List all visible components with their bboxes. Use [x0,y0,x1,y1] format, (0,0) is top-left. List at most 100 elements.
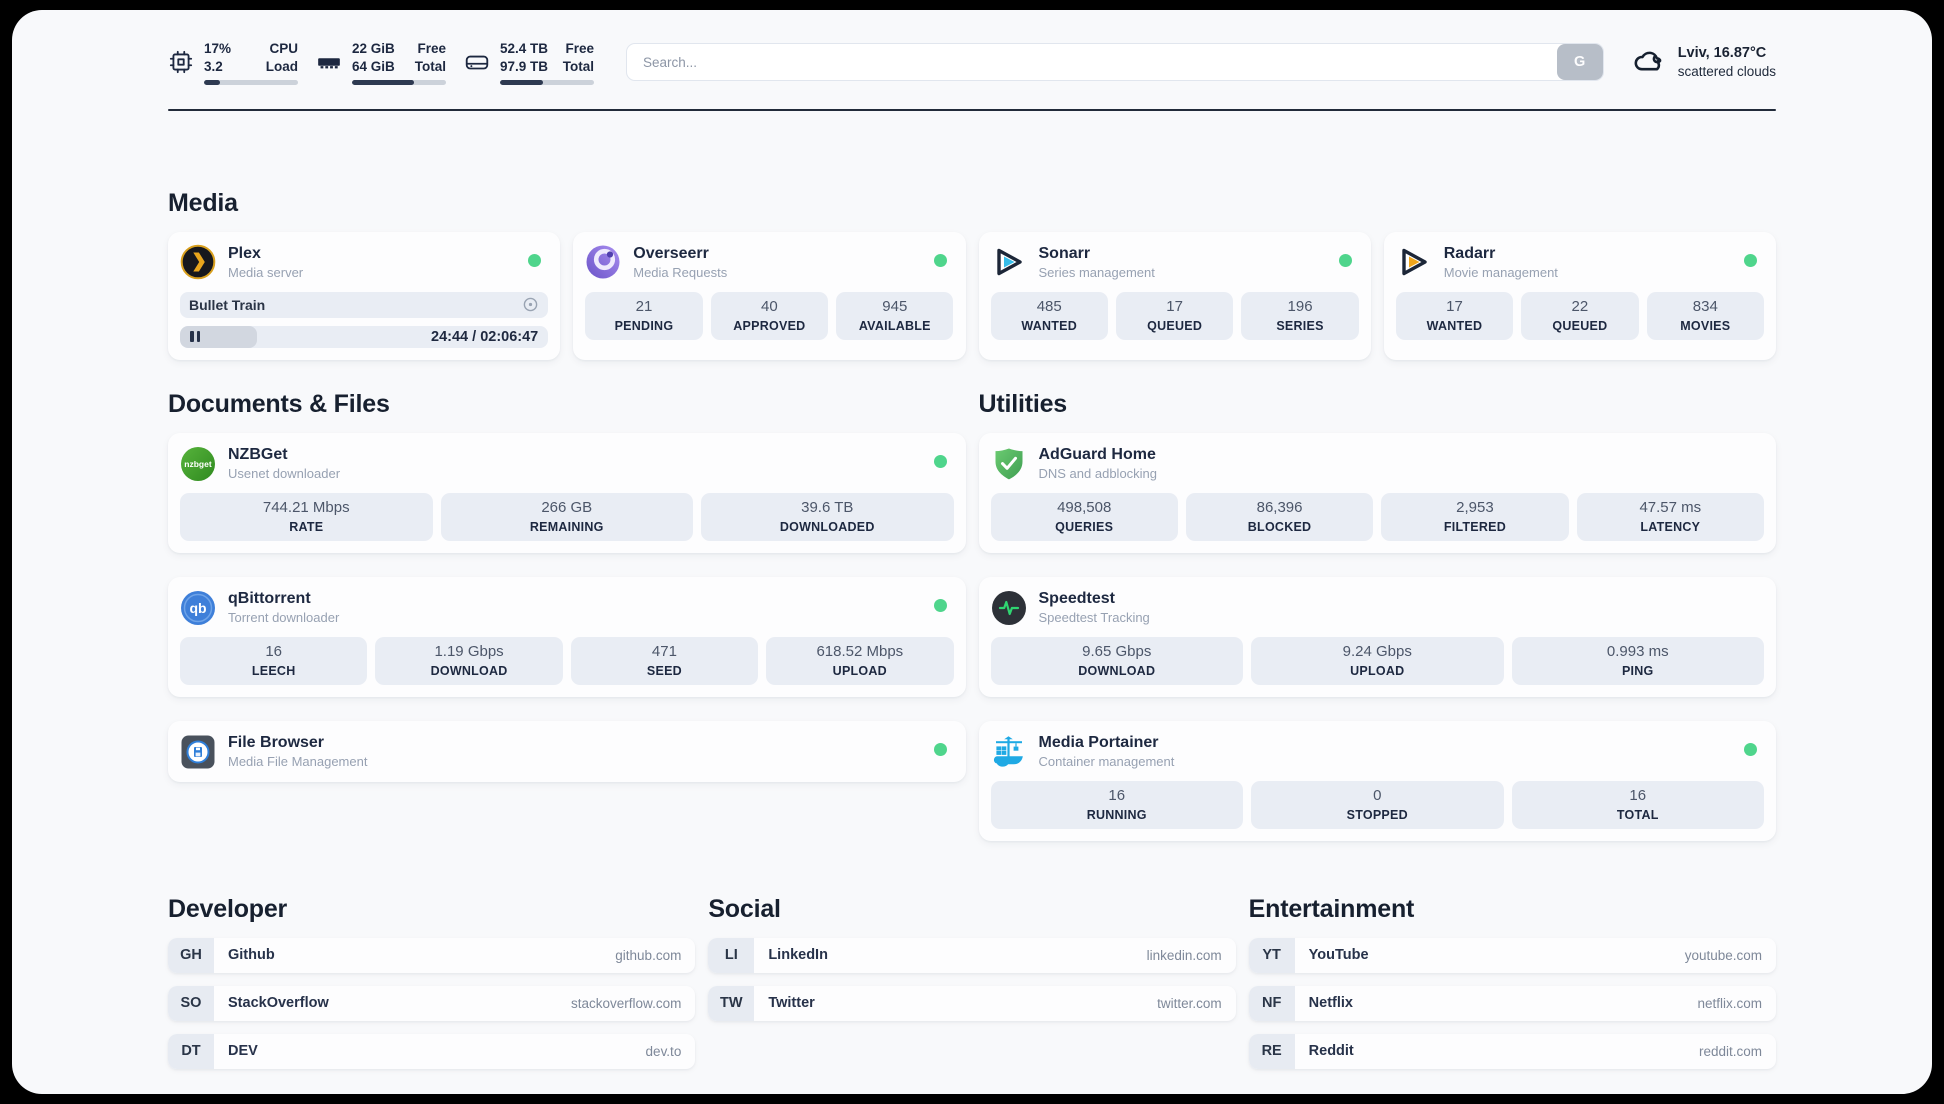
link-domain: stackoverflow.com [571,995,682,1011]
stat-box: 471 SEED [570,637,759,685]
stat-value: 22 [1571,297,1589,315]
link-dev[interactable]: DT DEV dev.to [168,1033,696,1069]
app-name: AdGuard Home [1038,445,1156,463]
app-description: Media server [228,264,304,280]
cpu-load-label: Load [265,58,298,74]
disk-metric: 52.4 TB 97.9 TB Free Total [464,40,594,85]
link-twitter[interactable]: TW Twitter twitter.com [708,985,1236,1021]
stat-label: WANTED [1021,318,1078,333]
stat-box: 0 STOPPED [1251,781,1504,829]
stat-value: 618.52 Mbps [816,643,904,661]
app-name: NZBGet [228,445,288,463]
app-name: Plex [228,244,261,262]
app-card-speedtest[interactable]: Speedtest Speedtest Tracking 9.65 Gbps DO… [978,576,1776,697]
links-column-social: Social LI LinkedIn linkedin.com TW Twitt… [708,895,1236,1082]
stat-box: 1.19 Gbps DOWNLOAD [375,637,563,685]
link-netflix[interactable]: NF Netflix netflix.com [1248,985,1776,1021]
disk-free-label: Free [565,41,594,56]
app-description: Series management [1038,264,1155,280]
stat-value: 196 [1287,297,1313,315]
stat-label: LEECH [251,663,296,678]
link-linkedin[interactable]: LI LinkedIn linkedin.com [708,937,1236,973]
search-input[interactable] [626,43,1604,82]
stat-box: 86,396 BLOCKED [1185,493,1374,541]
cloud-icon [1632,43,1666,82]
stat-box: 40 APPROVED [710,291,829,340]
app-description: Torrent downloader [228,609,340,625]
app-card-nzbget[interactable]: nzbget NZBGet Usenet downloader 744.21 M… [168,432,966,553]
app-card-filebrowser[interactable]: File Browser Media File Management [168,720,966,783]
link-name: LinkedIn [768,947,828,964]
stat-box: 16 TOTAL [1511,781,1764,829]
ram-progress-fill [352,79,415,85]
link-name: StackOverflow [228,995,329,1012]
links-column-developer: Developer GH Github github.com SO StackO… [168,895,696,1082]
stat-value: 744.21 Mbps [262,499,350,517]
stat-value: 17 [1446,297,1463,315]
status-online-dot [1744,742,1757,756]
stat-label: UPLOAD [832,663,887,678]
section-title-media: Media [168,188,238,217]
search-engine-button[interactable]: G [1556,44,1603,81]
disk-total-label: Total [562,58,594,74]
disk-total-value: 97.9 TB [500,58,549,74]
link-domain: netflix.com [1697,995,1762,1011]
stat-label: DOWNLOAD [430,663,508,678]
cpu-load-value: 3.2 [204,58,223,74]
sonarr-icon [991,244,1027,280]
stat-label: STOPPED [1346,807,1408,822]
pause-icon[interactable] [190,331,200,343]
disk-progress-bar [500,79,594,85]
app-name: Radarr [1443,244,1496,262]
stat-value: 1.19 Gbps [434,643,504,661]
app-card-plex[interactable]: Plex Media server Bullet Train 24:44 / 0… [168,231,561,360]
stat-box: 266 GB REMAINING [440,493,693,541]
link-reddit[interactable]: RE Reddit reddit.com [1248,1033,1776,1069]
app-card-radarr[interactable]: Radarr Movie management 17 WANTED 22 QUEUE… [1383,231,1776,360]
playback-progress-bar[interactable]: 24:44 / 02:06:47 [180,325,549,348]
link-abbr: GH [168,937,214,973]
stat-value: 498,508 [1057,499,1112,517]
stat-value: 16 [1629,787,1647,805]
link-stackoverflow[interactable]: SO StackOverflow stackoverflow.com [168,985,696,1021]
app-name: Overseerr [633,244,709,262]
stat-label: QUEUED [1147,318,1203,333]
stat-box: 196 SERIES [1241,291,1359,340]
app-name: Sonarr [1038,244,1091,262]
ram-free-label: Free [417,41,446,56]
filebrowser-icon [180,734,216,770]
stat-label: RATE [289,519,324,534]
ram-total-label: Total [414,58,446,74]
weather-widget[interactable]: Lviv, 16.87°C scattered clouds [1632,43,1776,82]
stat-box: 39.6 TB DOWNLOADED [701,493,954,541]
link-github[interactable]: GH Github github.com [168,937,696,973]
search-bar: G [626,43,1604,82]
app-name: Speedtest [1038,589,1115,607]
speedtest-icon [991,590,1027,626]
disk-progress-fill [500,79,544,85]
link-abbr: RE [1248,1033,1295,1069]
link-domain: github.com [615,947,682,963]
link-name: Netflix [1308,995,1353,1012]
link-youtube[interactable]: YT YouTube youtube.com [1248,937,1776,973]
section-title-entertainment: Entertainment [1248,894,1415,923]
app-card-adguard[interactable]: AdGuard Home DNS and adblocking 498,508 Q… [978,432,1776,553]
stat-label: TOTAL [1616,807,1659,822]
stat-value: 471 [651,643,677,661]
weather-condition: scattered clouds [1677,63,1776,79]
screenshot-icon[interactable] [522,296,539,313]
stat-label: SEED [646,663,682,678]
app-name: File Browser [228,733,325,751]
stat-value: 9.65 Gbps [1082,643,1152,661]
status-online-dot [933,253,947,267]
now-playing-bar[interactable]: Bullet Train [180,291,549,318]
link-abbr: YT [1248,937,1295,973]
stat-value: 0.993 ms [1606,643,1669,661]
app-card-overseerr[interactable]: Overseerr Media Requests 21 PENDING 40 APP… [573,231,966,360]
cpu-icon [168,49,194,75]
app-card-qbittorrent[interactable]: qb qBittorrent Torrent downloader 16 LEEC… [168,576,966,697]
app-card-portainer[interactable]: Media Portainer Container management 16 R… [978,720,1776,841]
stat-label: PING [1621,663,1654,678]
app-card-sonarr[interactable]: Sonarr Series management 485 WANTED 17 QUE… [978,231,1371,360]
stat-label: DOWNLOAD [1078,663,1156,678]
